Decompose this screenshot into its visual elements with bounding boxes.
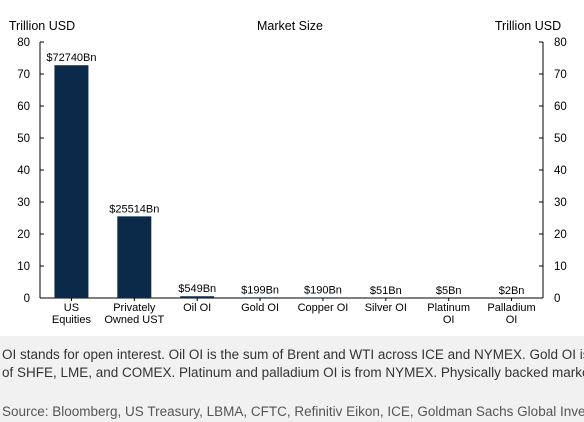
y-tick-label-left: 70 <box>17 69 30 81</box>
bar-3 <box>243 297 278 298</box>
x-tick-label: OI <box>443 314 455 326</box>
bar-4 <box>305 297 340 298</box>
notes-panel: OI stands for open interest. Oil OI is t… <box>0 336 584 422</box>
x-tick-label: Equities <box>52 314 92 326</box>
x-tick-label: Palladium <box>487 302 535 314</box>
y-tick-label-right: 70 <box>554 69 567 81</box>
y-tick-label-right: 30 <box>554 197 567 209</box>
data-label: $2Bn <box>499 285 525 297</box>
y-tick-label-left: 50 <box>17 133 30 145</box>
y-tick-label-right: 80 <box>554 37 567 49</box>
y-axis-label-right: Trillion USD <box>495 19 561 33</box>
data-label: $190Bn <box>304 284 342 296</box>
data-label: $5Bn <box>436 285 462 297</box>
data-label: $199Bn <box>241 284 279 296</box>
x-tick-label: Silver OI <box>365 302 407 314</box>
y-tick-label-left: 10 <box>17 261 30 273</box>
y-tick-label-left: 20 <box>17 229 30 241</box>
y-tick-label-left: 80 <box>17 37 30 49</box>
data-label: $51Bn <box>370 285 402 297</box>
data-label: $25514Bn <box>109 203 159 215</box>
y-tick-label-right: 40 <box>554 165 567 177</box>
x-tick-label: Privately <box>113 302 156 314</box>
y-tick-label-right: 20 <box>554 229 567 241</box>
bar-2 <box>180 296 215 298</box>
x-tick-label: OI <box>506 314 518 326</box>
y-axis-label-left: Trillion USD <box>9 19 75 33</box>
y-tick-label-right: 10 <box>554 261 567 273</box>
y-tick-label-right: 0 <box>554 293 560 305</box>
chart-title: Market Size <box>257 19 323 33</box>
chart-area: Trillion USD Market Size Trillion USD 0 0 10 1… <box>8 19 567 326</box>
data-label: $72740Bn <box>46 52 96 64</box>
x-tick-label: Owned UST <box>104 314 164 326</box>
source-text: Source: Bloomberg, US Treasury, LBMA, CF… <box>2 404 584 419</box>
footnote-text: OI stands for open interest. Oil OI is t… <box>2 347 584 380</box>
bar-1 <box>117 216 152 298</box>
y-tick-label-right: 60 <box>554 101 567 113</box>
bar-0 <box>54 65 89 299</box>
y-tick-label-left: 30 <box>17 197 30 209</box>
x-tick-label: Platinum <box>427 302 470 314</box>
x-tick-label: US <box>64 302 79 314</box>
x-tick-label: Copper OI <box>298 302 349 314</box>
market-size-bar-chart: Trillion USD Market Size Trillion USD 0 0 10 1… <box>9 19 567 326</box>
y-tick-label-left: 60 <box>17 101 30 113</box>
x-tick-label: Oil OI <box>183 302 211 314</box>
x-tick-label: Gold OI <box>241 302 279 314</box>
y-tick-label-right: 50 <box>554 133 567 145</box>
y-tick-label-left: 0 <box>24 293 30 305</box>
y-tick-label-left: 40 <box>17 165 30 177</box>
data-label: $549Bn <box>178 283 216 295</box>
